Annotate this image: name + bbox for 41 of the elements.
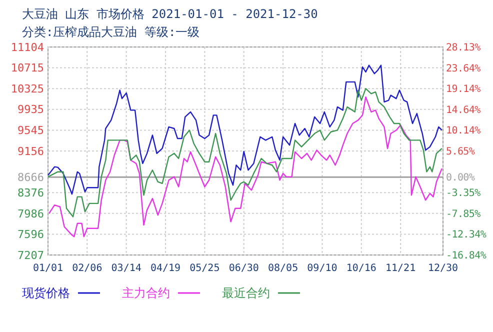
- x-tick-label: 01/01: [32, 263, 64, 274]
- y2-tick-label: 0.00%: [446, 172, 475, 184]
- x-tick-label: 05/25: [190, 263, 220, 274]
- x-tick-label: 12/30: [428, 263, 458, 274]
- y-tick-label: 9156: [18, 144, 44, 158]
- y-tick-label: 8376: [18, 186, 44, 200]
- y-tick-label: 10715: [10, 62, 44, 75]
- chart-subtitle: 分类:压榨成品大豆油 等级:一级: [22, 25, 200, 39]
- y2-tick-label: 19.14%: [446, 84, 481, 96]
- x-tick-label: 04/19: [150, 263, 181, 274]
- y-tick-label: 9935: [18, 103, 44, 116]
- y2-tick-label: 10.14%: [446, 126, 481, 137]
- y2-tick-label: 14.64%: [446, 104, 481, 116]
- y-tick-label: 7207: [18, 248, 44, 262]
- y2-tick-label: 23.64%: [446, 63, 481, 74]
- legend-label: 主力合约: [122, 286, 170, 300]
- y-tick-label: 11104: [10, 40, 44, 54]
- x-tick-label: 08/05: [268, 263, 298, 274]
- legend-label: 现货价格: [22, 286, 70, 300]
- y-tick-label: 7986: [18, 207, 44, 220]
- y2-tick-label: 5.65%: [446, 146, 475, 158]
- x-tick-label: 11/21: [386, 263, 416, 274]
- y-tick-label: 9545: [18, 124, 44, 138]
- x-tick-label: 09/10: [307, 263, 338, 274]
- x-tick-label: 03/14: [111, 263, 142, 274]
- y-tick-label: 8666: [18, 170, 44, 184]
- y2-tick-label: -7.85%: [446, 208, 481, 220]
- y2-tick-label: -16.84%: [446, 250, 486, 262]
- y2-tick-label: 28.13%: [446, 42, 481, 54]
- line-series: [47, 64, 443, 195]
- x-tick-label: 10/16: [346, 263, 376, 274]
- y2-tick-label: -3.35%: [446, 188, 481, 200]
- line-series: [48, 96, 443, 238]
- x-tick-label: 02/06: [72, 263, 102, 274]
- chart-title: 大豆油 山东 市场价格 2021-01-01 - 2021-12-30: [22, 7, 318, 21]
- x-tick-label: 06/30: [228, 263, 259, 274]
- line-series: [47, 88, 443, 218]
- legend-label: 最近合约: [222, 286, 270, 300]
- y-tick-label: 10325: [10, 82, 44, 96]
- y-tick-label: 7596: [18, 228, 44, 242]
- y2-tick-label: -12.34%: [446, 230, 486, 241]
